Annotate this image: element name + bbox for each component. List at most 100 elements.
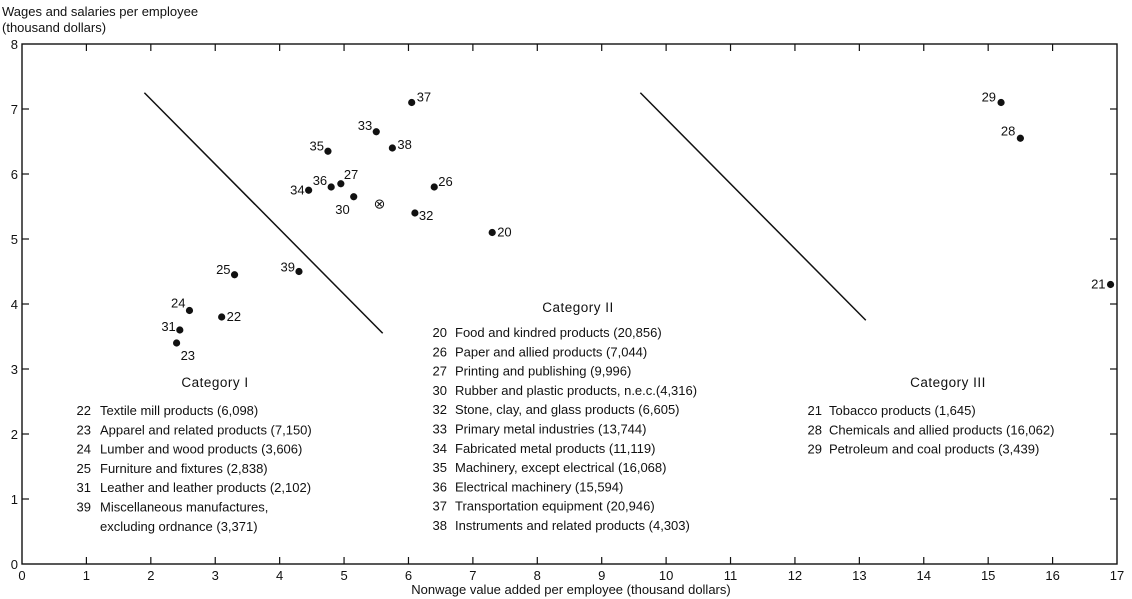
data-point [337,180,345,188]
y-tick-label: 7 [11,102,18,117]
legend-item-code: 38 [433,518,447,533]
data-point [411,209,419,217]
legend-item-code: 33 [433,422,447,437]
legend-item-code: 32 [433,402,447,417]
data-point [327,183,335,191]
x-tick-label: 9 [598,568,605,583]
axis-ticks [22,44,1117,564]
legend-item-text: Instruments and related products (4,303) [455,518,690,533]
data-point [324,147,332,155]
y-axis-label-line1: Wages and salaries per employee [2,4,198,19]
legend-item-code: 26 [433,344,447,359]
point-label: 26 [438,174,452,189]
point-label: 24 [171,296,185,311]
y-tick-label: 0 [11,557,18,572]
data-point [997,98,1005,107]
legend-item-text: Electrical machinery (15,594) [455,479,623,494]
legend-item-code: 20 [433,325,447,340]
category-divider-line [639,92,867,321]
legend-item-text: Primary metal industries (13,744) [455,422,646,437]
category-legend: Category II 20 Food and kindred products (… [433,300,698,533]
legend-item-code: 25 [77,461,91,476]
category-divider-line [143,92,384,334]
legend-item-code: 28 [808,422,822,437]
data-point [1106,280,1115,289]
legend-item-code: 29 [808,442,822,457]
point-label: 37 [417,90,431,105]
legend-item-text: Leather and leather products (2,102) [100,480,311,495]
point-label: 34 [290,182,304,197]
data-point [295,267,303,276]
category-title: Category II [542,300,614,315]
legend-item-code: 39 [77,500,91,515]
y-tick-label: 4 [11,297,18,312]
point-label: 27 [344,167,358,182]
x-tick-label: 16 [1045,568,1059,583]
data-point [350,193,358,201]
x-tick-label: 13 [852,568,866,583]
legend-item-text: Miscellaneous manufactures, [100,500,268,515]
x-tick-label: 11 [724,568,738,583]
y-tick-label: 2 [11,427,18,442]
point-label: 33 [358,118,372,133]
legend-item-text: Paper and allied products (7,044) [455,344,647,359]
legend-item-code: 34 [433,441,447,456]
legend-item-text: Machinery, except electrical (16,068) [455,460,666,475]
legend-item-code: 35 [433,460,447,475]
legend-item-text: Petroleum and coal products (3,439) [829,442,1039,457]
data-point [388,144,396,152]
point-label: 22 [227,309,241,324]
x-tick-label: 3 [212,568,219,583]
point-label: 31 [161,319,175,334]
legend-item-text: Apparel and related products (7,150) [100,422,312,437]
point-label: 35 [309,138,323,153]
category-title: Category I [181,375,248,390]
x-tick-label: 15 [981,568,995,583]
data-points: 20 21 22 23 24 25 26 27 28 29 30 31 32 33 34 35 36 37 38 39… [161,90,1115,363]
x-tick-label: 5 [340,568,347,583]
legend-item-text: Furniture and fixtures (2,838) [100,461,268,476]
data-point [1016,134,1024,142]
y-axis-label-line2: (thousand dollars) [2,20,106,35]
x-tick-label: 8 [534,568,541,583]
legend-item-text: Chemicals and allied products (16,062) [829,422,1054,437]
data-point [305,186,313,194]
legend-item-text: excluding ordnance (3,371) [100,519,258,534]
data-point [176,326,184,334]
data-point [372,128,380,136]
legend-item-code: 27 [433,364,447,379]
x-tick-label: 12 [788,568,802,583]
point-label: 20 [497,225,511,240]
x-tick-label: 17 [1110,568,1124,583]
point-label: 39 [281,260,295,275]
point-label: 23 [181,348,195,363]
x-tick-label: 4 [276,568,283,583]
point-label: 29 [982,90,996,105]
x-tick-label: 7 [469,568,476,583]
category-title: Category III [910,375,986,390]
point-label: 30 [335,202,349,217]
legend-item-text: Textile mill products (6,098) [100,403,258,418]
legend-item-text: Rubber and plastic products, n.e.c.(4,31… [455,383,697,398]
legend-item-code: 30 [433,383,447,398]
x-axis-label: Nonwage value added per employee (thousa… [411,582,730,597]
point-label: 38 [397,137,411,152]
x-tick-label: 1 [83,568,90,583]
legend-item-code: 24 [77,442,91,457]
legend-item-text: Tobacco products (1,645) [829,403,976,418]
y-tick-label: 1 [11,492,18,507]
mean-marker-icon: ⊗ [374,195,386,211]
category-legend: Category I 22 Textile mill products (6,098… [77,375,312,534]
data-point [218,313,226,321]
point-label: 32 [419,208,433,223]
point-label: 21 [1091,277,1105,292]
x-tick-label: 10 [659,568,673,583]
y-tick-label: 6 [11,167,18,182]
y-tick-label: 5 [11,232,18,247]
point-label: 25 [216,262,230,277]
data-point [230,271,239,279]
category-dividers [143,92,867,334]
data-point [172,339,181,347]
